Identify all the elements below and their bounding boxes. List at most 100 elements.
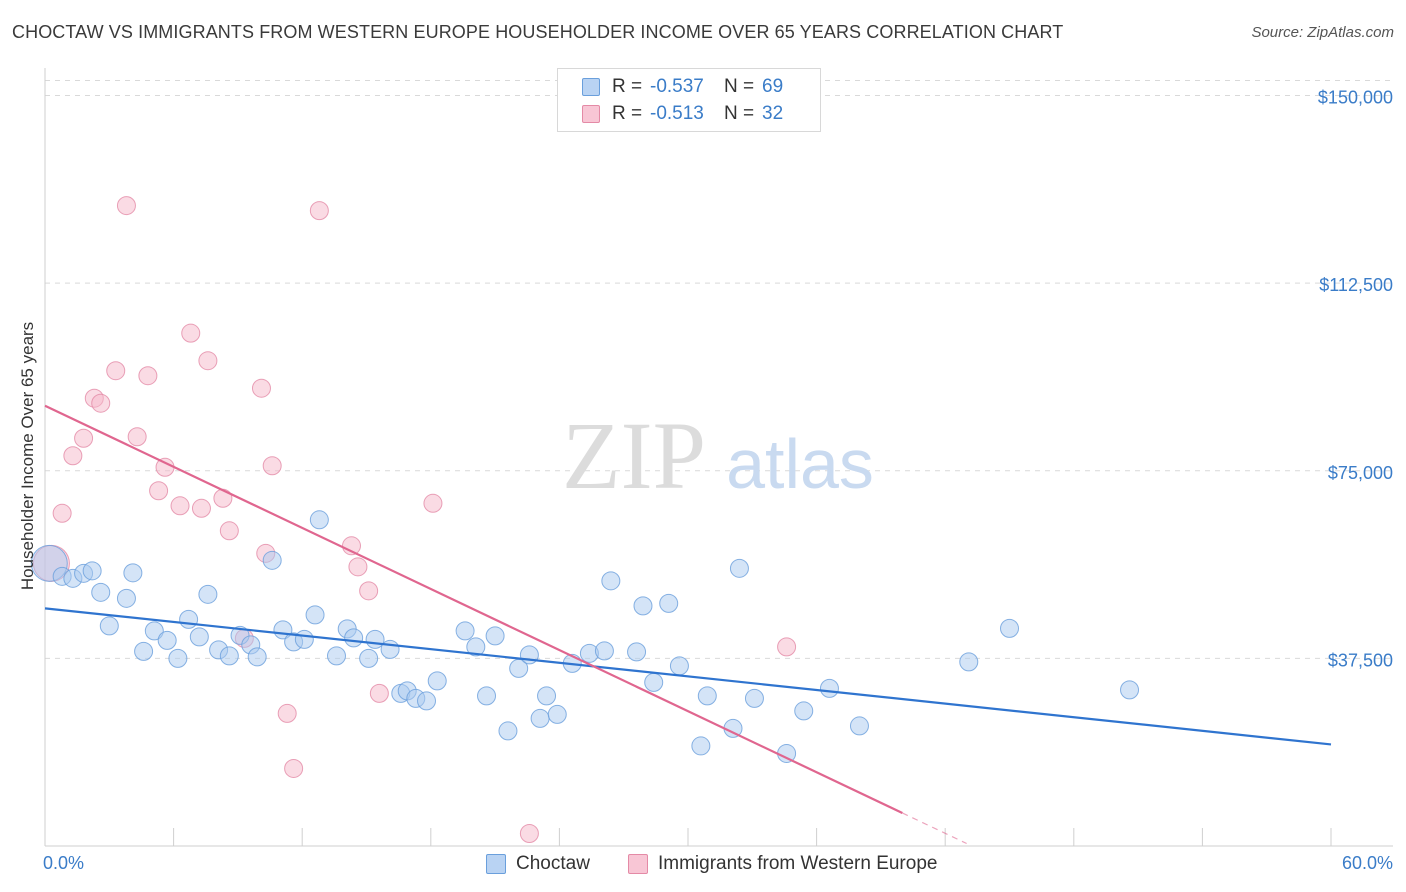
choctaw-point	[1000, 618, 1019, 638]
legend-r-label: R =	[612, 103, 643, 124]
x-tick-label: 0.0%	[43, 853, 84, 873]
y-tick-label: $75,000	[1328, 463, 1393, 483]
choctaw-point	[168, 648, 188, 668]
choctaw-point	[594, 641, 614, 661]
choctaw-point	[417, 691, 437, 711]
legend-n-label: N =	[724, 103, 755, 124]
choctaw-point	[99, 616, 119, 636]
choctaw-point	[691, 736, 711, 756]
immigrants-point	[519, 823, 539, 843]
choctaw-point	[294, 629, 314, 649]
immigrants-point	[251, 378, 271, 398]
immigrants-point	[74, 428, 94, 448]
legend-row-immigrants: R = -0.513 N = 32	[582, 102, 783, 126]
choctaw-point	[309, 510, 329, 530]
choctaw-trend-line	[44, 607, 1332, 746]
immigrants-point	[181, 323, 201, 343]
choctaw-point	[669, 656, 689, 676]
series-choctaw-points	[30, 510, 1140, 763]
immigrants-point	[777, 637, 797, 657]
choctaw-point	[359, 648, 379, 668]
immigrants-trend-line	[44, 404, 903, 814]
choctaw-point	[849, 716, 869, 736]
choctaw-point	[959, 652, 979, 672]
choctaw-point	[744, 688, 764, 708]
choctaw-point	[485, 626, 505, 646]
legend-n-value: 32	[762, 103, 784, 124]
legend-r-label: R =	[612, 76, 643, 97]
bottom-legend-label-choctaw: Choctaw	[516, 853, 590, 874]
y-tick-label: $37,500	[1328, 650, 1393, 670]
choctaw-point	[547, 704, 567, 724]
watermark-zip: ZIP	[562, 402, 706, 509]
chart-title: CHOCTAW VS IMMIGRANTS FROM WESTERN EUROP…	[12, 22, 1064, 42]
immigrants-point	[198, 351, 218, 371]
choctaw-point	[601, 571, 621, 591]
choctaw-point	[219, 646, 239, 666]
immigrants-trend-extension	[902, 812, 967, 845]
immigrants-point	[213, 488, 233, 508]
source-label: Source: ZipAtlas.com	[1251, 24, 1394, 41]
choctaw-point	[659, 593, 679, 613]
bottom-legend-immigrants: Immigrants from Western Europe	[628, 852, 937, 876]
legend-swatch-immigrants	[582, 105, 600, 123]
immigrants-point	[149, 481, 169, 501]
choctaw-point	[794, 701, 814, 721]
choctaw-point	[123, 563, 143, 583]
tick-labels: $37,500 $75,000 $112,500 $150,000 0.0% 60.0%	[43, 88, 1393, 873]
choctaw-point	[198, 584, 218, 604]
correlation-legend: R = -0.537 N = 69 R = -0.513 N = 32	[557, 68, 821, 132]
trend-lines	[44, 404, 1332, 845]
choctaw-point	[633, 596, 653, 616]
bottom-legend-choctaw: Choctaw	[486, 852, 590, 876]
legend-r-value: -0.537	[650, 76, 704, 97]
x-tick-label: 60.0%	[1342, 853, 1393, 873]
choctaw-point	[498, 721, 518, 741]
y-tick-label: $112,500	[1319, 275, 1393, 295]
immigrants-point	[138, 366, 158, 386]
choctaw-point	[777, 743, 797, 763]
choctaw-point	[144, 621, 164, 641]
choctaw-point	[157, 630, 177, 650]
choctaw-point	[477, 686, 497, 706]
gridlines	[45, 80, 1393, 659]
immigrants-point	[116, 196, 136, 216]
legend-row-choctaw: R = -0.537 N = 69	[582, 75, 783, 99]
legend-r-value: -0.513	[650, 103, 704, 124]
axes	[44, 68, 1393, 847]
immigrants-point	[423, 493, 443, 513]
bottom-legend-swatch-choctaw	[486, 854, 506, 874]
watermark-atlas: atlas	[726, 425, 874, 503]
choctaw-point	[262, 550, 282, 570]
immigrants-point	[106, 361, 126, 381]
choctaw-point	[247, 647, 267, 667]
immigrants-point	[63, 446, 83, 466]
choctaw-point	[326, 646, 346, 666]
bottom-legend-label-immigrants: Immigrants from Western Europe	[658, 853, 938, 874]
y-tick-label: $150,000	[1318, 88, 1393, 108]
choctaw-point	[116, 588, 136, 608]
choctaw-point	[644, 672, 664, 692]
immigrants-point	[284, 758, 304, 778]
immigrants-point	[91, 393, 111, 413]
choctaw-point	[455, 621, 475, 641]
immigrants-point	[127, 427, 147, 447]
choctaw-point	[537, 686, 557, 706]
immigrants-point	[191, 498, 211, 518]
bottom-legend-swatch-immigrants	[628, 854, 648, 874]
choctaw-point	[91, 582, 111, 602]
choctaw-point	[697, 686, 717, 706]
y-axis-label: Householder Income Over 65 years	[18, 322, 37, 590]
immigrants-point	[369, 683, 389, 703]
choctaw-point	[729, 558, 749, 578]
choctaw-point	[179, 609, 199, 629]
choctaw-point	[305, 605, 325, 625]
choctaw-point	[344, 628, 364, 648]
immigrants-point	[348, 557, 368, 577]
choctaw-point	[134, 641, 154, 661]
choctaw-point	[819, 678, 839, 698]
immigrants-point	[262, 456, 282, 476]
legend-swatch-choctaw	[582, 78, 600, 96]
immigrants-point	[219, 521, 239, 541]
